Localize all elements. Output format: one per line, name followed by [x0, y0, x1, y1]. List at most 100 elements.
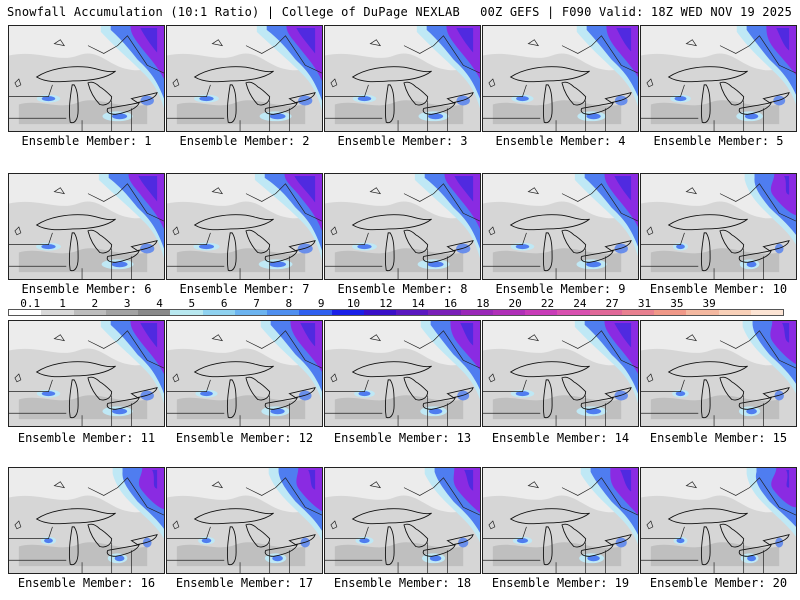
ensemble-panel: [324, 467, 481, 574]
legend-swatch: [718, 310, 751, 315]
ensemble-member-label: Ensemble Member: 2: [179, 134, 310, 148]
ensemble-member-label: Ensemble Member: 5: [653, 134, 784, 148]
ensemble-panel: [166, 320, 323, 427]
snowfall-map: [167, 321, 322, 426]
ensemble-panel: [8, 25, 165, 132]
ensemble-panel: [324, 25, 481, 132]
snowfall-map: [325, 468, 480, 573]
legend-swatch: [41, 310, 74, 315]
snowfall-map: [9, 174, 164, 279]
legend-tick-label: 7: [253, 297, 260, 310]
ensemble-member-label: Ensemble Member: 19: [491, 576, 630, 590]
snowfall-map: [641, 26, 796, 131]
ensemble-panel: [324, 173, 481, 280]
legend-tick-label: 20: [508, 297, 522, 310]
legend-tick-label: 35: [670, 297, 684, 310]
snowfall-map: [9, 26, 164, 131]
legend-tick-label: 6: [220, 297, 228, 310]
snowfall-map: [167, 26, 322, 131]
ensemble-member-label: Ensemble Member: 15: [649, 431, 788, 445]
legend-swatch: [267, 310, 300, 315]
legend-swatch: [428, 310, 461, 315]
ensemble-member-label: Ensemble Member: 12: [175, 431, 314, 445]
ensemble-panel: [166, 25, 323, 132]
ensemble-panel: [8, 320, 165, 427]
legend-tick-label: 27: [605, 297, 619, 310]
snowfall-map: [641, 468, 796, 573]
ensemble-member-label: Ensemble Member: 3: [337, 134, 468, 148]
ensemble-member-label: Ensemble Member: 7: [179, 282, 310, 296]
legend-swatch: [170, 310, 203, 315]
ensemble-panel: [640, 467, 797, 574]
snowfall-map: [641, 174, 796, 279]
legend-swatch: [750, 310, 783, 315]
legend-tick-label: 24: [573, 297, 587, 310]
legend-swatch: [138, 310, 171, 315]
ensemble-panel: [640, 320, 797, 427]
legend-tick-label: 14: [411, 297, 425, 310]
legend-tick-label: 39: [702, 297, 716, 310]
ensemble-member-label: Ensemble Member: 18: [333, 576, 472, 590]
color-legend: 0.1 1 2 3 4 5 6 7 8 9 10 12 14 16 18 20 22 24 27 31 35 39: [8, 297, 784, 317]
legend-tick-label: 8: [285, 297, 293, 310]
snowfall-map: [483, 174, 638, 279]
legend-swatch: [621, 310, 654, 315]
legend-swatch: [9, 310, 42, 315]
ensemble-member-label: Ensemble Member: 9: [495, 282, 626, 296]
run-info: 00Z GEFS | F090 Valid: 18Z WED NOV 19 20…: [480, 5, 792, 19]
ensemble-member-label: Ensemble Member: 10: [649, 282, 788, 296]
ensemble-member-label: Ensemble Member: 17: [175, 576, 314, 590]
snowfall-map: [167, 174, 322, 279]
legend-swatch: [686, 310, 719, 315]
legend-tick-label: 31: [637, 297, 652, 310]
ensemble-member-label: Ensemble Member: 8: [337, 282, 468, 296]
legend-swatch: [589, 310, 622, 315]
legend-swatch: [396, 310, 429, 315]
snowfall-map: [641, 321, 796, 426]
legend-tick-label: 4: [156, 297, 163, 310]
ensemble-panel: [166, 467, 323, 574]
legend-tick-label: 12: [379, 297, 393, 310]
legend-swatch: [460, 310, 493, 315]
ensemble-panel: [640, 25, 797, 132]
legend-tick-label: 1: [59, 297, 66, 310]
legend-swatch: [331, 310, 364, 315]
legend-tick-label: 0.1: [20, 297, 41, 310]
ensemble-panel: [166, 173, 323, 280]
ensemble-panel: [640, 173, 797, 280]
ensemble-member-label: Ensemble Member: 4: [495, 134, 626, 148]
ensemble-member-label: Ensemble Member: 6: [21, 282, 152, 296]
legend-color-bar: [8, 309, 784, 316]
legend-tick-label: 18: [476, 297, 490, 310]
snowfall-map: [483, 321, 638, 426]
ensemble-panel: [482, 320, 639, 427]
ensemble-panel: [482, 25, 639, 132]
legend-swatch: [73, 310, 106, 315]
snowfall-map: [325, 174, 480, 279]
snowfall-map: [325, 321, 480, 426]
legend-tick-label: 22: [540, 297, 555, 310]
snowfall-map: [483, 468, 638, 573]
snowfall-map: [167, 468, 322, 573]
legend-tick-label: 16: [443, 297, 458, 310]
ensemble-panel: [482, 173, 639, 280]
legend-swatch: [492, 310, 525, 315]
legend-swatch: [363, 310, 396, 315]
ensemble-member-label: Ensemble Member: 1: [21, 134, 152, 148]
ensemble-member-label: Ensemble Member: 16: [17, 576, 156, 590]
map-title: Snowfall Accumulation (10:1 Ratio) | Col…: [7, 5, 460, 19]
ensemble-panel: [324, 320, 481, 427]
legend-swatch: [525, 310, 558, 315]
legend-swatch: [202, 310, 235, 315]
ensemble-member-label: Ensemble Member: 13: [333, 431, 472, 445]
legend-tick-label: 9: [317, 297, 325, 310]
ensemble-panel: [8, 173, 165, 280]
ensemble-panel: [482, 467, 639, 574]
snowfall-map: [483, 26, 638, 131]
snowfall-map: [325, 26, 480, 131]
legend-tick-label: 2: [91, 297, 99, 310]
legend-swatch: [105, 310, 138, 315]
ensemble-panel: [8, 467, 165, 574]
ensemble-member-label: Ensemble Member: 20: [649, 576, 788, 590]
legend-swatch: [234, 310, 267, 315]
